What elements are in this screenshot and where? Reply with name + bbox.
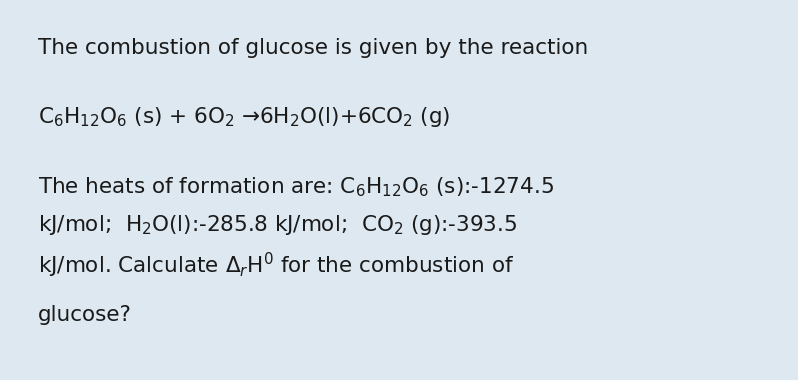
Text: The heats of formation are: C$_{6}$H$_{12}$O$_{6}$ (s):-1274.5: The heats of formation are: C$_{6}$H$_{1…: [38, 175, 555, 199]
Text: The combustion of glucose is given by the reaction: The combustion of glucose is given by th…: [38, 38, 589, 58]
Text: kJ/mol. Calculate Δ$_{r}$H$^{0}$ for the combustion of: kJ/mol. Calculate Δ$_{r}$H$^{0}$ for the…: [38, 251, 515, 280]
Text: glucose?: glucose?: [38, 305, 132, 325]
Text: kJ/mol;  H$_{2}$O(l):-285.8 kJ/mol;  CO$_{2}$ (g):-393.5: kJ/mol; H$_{2}$O(l):-285.8 kJ/mol; CO$_{…: [38, 213, 518, 237]
Text: C$_{6}$H$_{12}$O$_{6}$ (s) + 6O$_{2}$ →6H$_{2}$O(l)+6CO$_{2}$ (g): C$_{6}$H$_{12}$O$_{6}$ (s) + 6O$_{2}$ →6…: [38, 105, 451, 129]
